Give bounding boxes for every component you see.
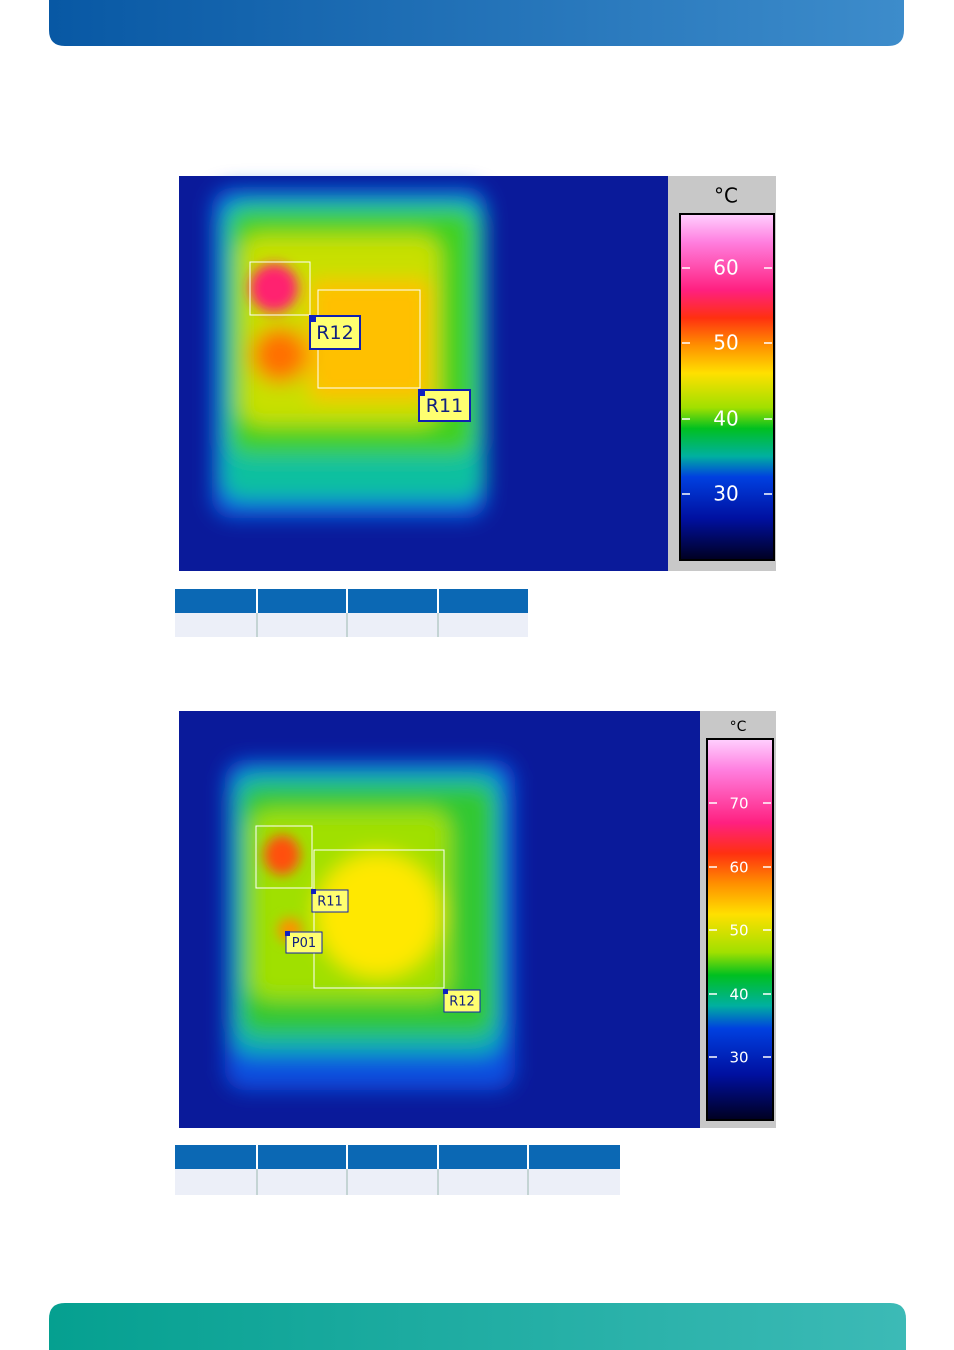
scale-label: 70 <box>729 795 748 813</box>
scale-label: 50 <box>729 922 748 940</box>
region-label: R11 <box>317 895 343 910</box>
region-marker <box>443 989 448 994</box>
footer-bar <box>49 1303 906 1350</box>
thermal-image <box>179 176 776 571</box>
region-label: R12 <box>449 995 475 1010</box>
scale-label: 40 <box>729 986 748 1004</box>
region-marker <box>309 315 316 322</box>
region-label: R12 <box>316 322 353 344</box>
scale-label: 30 <box>729 1049 748 1067</box>
scale-label: 40 <box>713 407 738 431</box>
scale-unit: °C <box>714 184 738 208</box>
scale-label: 60 <box>729 859 748 877</box>
region-label-box <box>443 989 481 1013</box>
table <box>175 589 528 637</box>
scale-label: 30 <box>713 482 738 506</box>
region-label: P01 <box>292 936 316 951</box>
scale-unit: °C <box>730 719 747 735</box>
region-marker <box>285 931 290 936</box>
thermal-image <box>179 711 776 1128</box>
region-label-box <box>285 931 323 954</box>
region-label-box <box>309 315 361 350</box>
table <box>175 1145 620 1195</box>
region-label-box <box>311 889 349 913</box>
region-label-box <box>418 389 471 422</box>
region-marker <box>311 889 316 894</box>
scale-label: 50 <box>713 331 738 355</box>
region-marker <box>418 389 425 396</box>
scale-label: 60 <box>713 256 738 280</box>
region-label: R11 <box>426 395 463 417</box>
header-bar <box>49 0 904 46</box>
